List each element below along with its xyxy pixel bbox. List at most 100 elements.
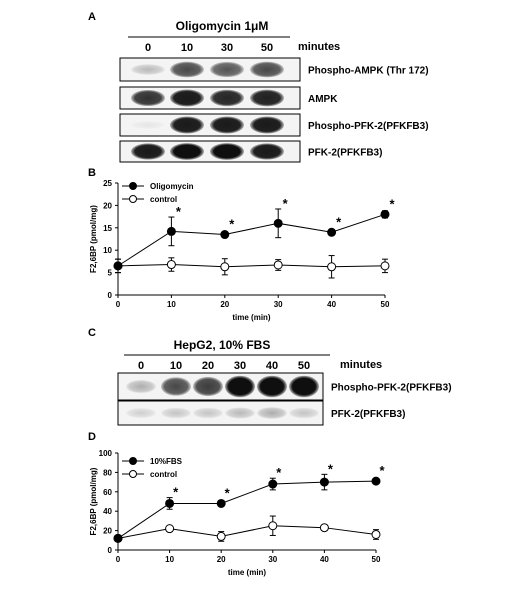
a-blot-band (170, 89, 204, 107)
d-legend-marker (129, 470, 137, 478)
panel-d-chart: D 0 20 40 60 80 100 0 10 20 30 40 50 time (min) F2,6B… (88, 431, 385, 577)
d-y-tick-label: 0 (108, 546, 113, 555)
b-significance-star: * (389, 196, 395, 211)
c-lane-label: 20 (202, 360, 214, 372)
d-series-line (117, 480, 377, 539)
c-blot-band (257, 375, 287, 398)
d-legend-marker (129, 457, 137, 465)
b-x-axis-label: time (min) (232, 313, 271, 322)
b-y-tick-label: 5 (108, 269, 113, 278)
panel-a-lane-labels: 0 10 30 50 (145, 42, 273, 54)
a-blot-label: PFK-2(PFKFB3) (308, 148, 382, 159)
d-data-point (165, 524, 175, 534)
a-blot-band (131, 64, 165, 75)
d-data-point (268, 479, 278, 489)
d-data-point (319, 477, 329, 487)
b-series-line (117, 213, 386, 267)
d-x-tick-label: 50 (372, 555, 381, 564)
a-lane-label: 0 (145, 42, 151, 54)
c-blot-band (193, 376, 223, 397)
b-x-tick-label: 0 (116, 300, 121, 309)
b-data-point (220, 230, 230, 240)
b-y-tick-label: 20 (103, 201, 112, 210)
d-significance-star: * (379, 463, 385, 478)
c-blot-band (257, 407, 287, 419)
b-data-point (273, 260, 283, 270)
d-y-tick-label: 100 (99, 449, 113, 458)
a-blot-label: AMPK (308, 94, 338, 105)
d-y-axis-label: F2,6BP (pmol/mg) (89, 467, 98, 535)
b-x-tick-label: 50 (381, 300, 390, 309)
b-data-point (380, 209, 390, 219)
a-blot-band (170, 143, 204, 160)
c-blot-band (161, 377, 191, 396)
a-lane-label: 50 (261, 42, 273, 54)
b-significance-star: * (283, 196, 289, 211)
a-blot-label: Phospho-PFK-2(PFKFB3) (308, 121, 429, 132)
b-x-tick-label: 20 (220, 300, 229, 309)
b-legend: Oligomycin control (122, 182, 194, 204)
b-significance-star: * (229, 217, 235, 232)
panel-a-condition-label: Oligomycin 1μM (176, 19, 269, 33)
d-data-point (319, 523, 329, 533)
d-series-control (113, 515, 381, 543)
panel-c-lane-labels: 0 10 20 30 40 50 (138, 360, 310, 372)
b-y-tick-label: 0 (108, 291, 113, 300)
panel-d-letter: D (88, 431, 96, 443)
b-data-point (113, 261, 123, 271)
d-legend-label: 10%FBS (150, 457, 183, 466)
a-blot-band (250, 61, 284, 78)
b-series-line (117, 264, 386, 268)
c-blot-band (225, 407, 255, 419)
b-series-control (113, 255, 390, 279)
a-blot-band (170, 61, 204, 78)
d-significance-star: * (225, 485, 231, 500)
d-data-point (216, 498, 226, 508)
d-x-tick-label: 20 (217, 555, 226, 564)
b-significance-star: * (336, 214, 342, 229)
a-blot-row: PFK-2(PFKFB3) (119, 140, 382, 163)
a-blot-label: Phospho-AMPK (Thr 172) (308, 66, 429, 77)
b-x-tick-label: 30 (274, 300, 283, 309)
panel-b-letter: B (88, 167, 96, 179)
c-blot-band (225, 375, 255, 398)
b-data-point (220, 262, 230, 272)
b-legend-label: Oligomycin (150, 182, 194, 191)
a-blot-band (131, 143, 165, 160)
c-lane-label: 30 (234, 360, 246, 372)
d-series-line (117, 525, 377, 539)
d-significance-star: * (173, 485, 179, 500)
c-blot-band (193, 407, 223, 419)
c-blot-band (289, 375, 319, 398)
c-blot-row: Phospho-PFK-2(PFKFB3) (117, 372, 452, 401)
d-y-tick-label: 40 (103, 507, 112, 516)
c-blot-band (126, 407, 156, 419)
c-blot-label: PFK-2(PFKFB3) (331, 409, 405, 420)
b-legend-marker (129, 195, 137, 203)
c-blot-band (161, 407, 191, 419)
b-legend-label: control (150, 195, 177, 204)
panel-c-blots: Phospho-PFK-2(PFKFB3) PFK-2(PFKFB3) (117, 372, 452, 426)
b-y-tick-label: 15 (103, 224, 112, 233)
panel-c-condition-label: HepG2, 10% FBS (174, 338, 271, 352)
c-blot-label: Phospho-PFK-2(PFKFB3) (331, 383, 452, 394)
c-lane-label: 0 (138, 360, 144, 372)
b-legend-marker (129, 182, 137, 190)
c-blot-band (126, 379, 156, 394)
panel-a-western-blot: A Oligomycin 1μM 0 10 30 50 minutes Phospho… (88, 11, 429, 163)
d-data-point (268, 521, 278, 531)
b-data-point (273, 218, 283, 228)
b-y-tick-label: 10 (103, 246, 112, 255)
d-y-tick-label: 60 (103, 488, 112, 497)
a-blot-row: Phospho-PFK-2(PFKFB3) (119, 113, 429, 137)
b-x-tick-label: 10 (167, 300, 176, 309)
a-blot-row: Phospho-AMPK (Thr 172) (119, 57, 429, 82)
c-lane-label: 50 (298, 360, 310, 372)
c-blot-row: PFK-2(PFKFB3) (117, 400, 405, 426)
d-x-tick-label: 0 (116, 555, 121, 564)
a-blot-band (131, 89, 165, 107)
b-data-point (166, 226, 176, 236)
d-series-treatment (113, 473, 381, 543)
panel-a-minutes-label: minutes (298, 41, 340, 53)
